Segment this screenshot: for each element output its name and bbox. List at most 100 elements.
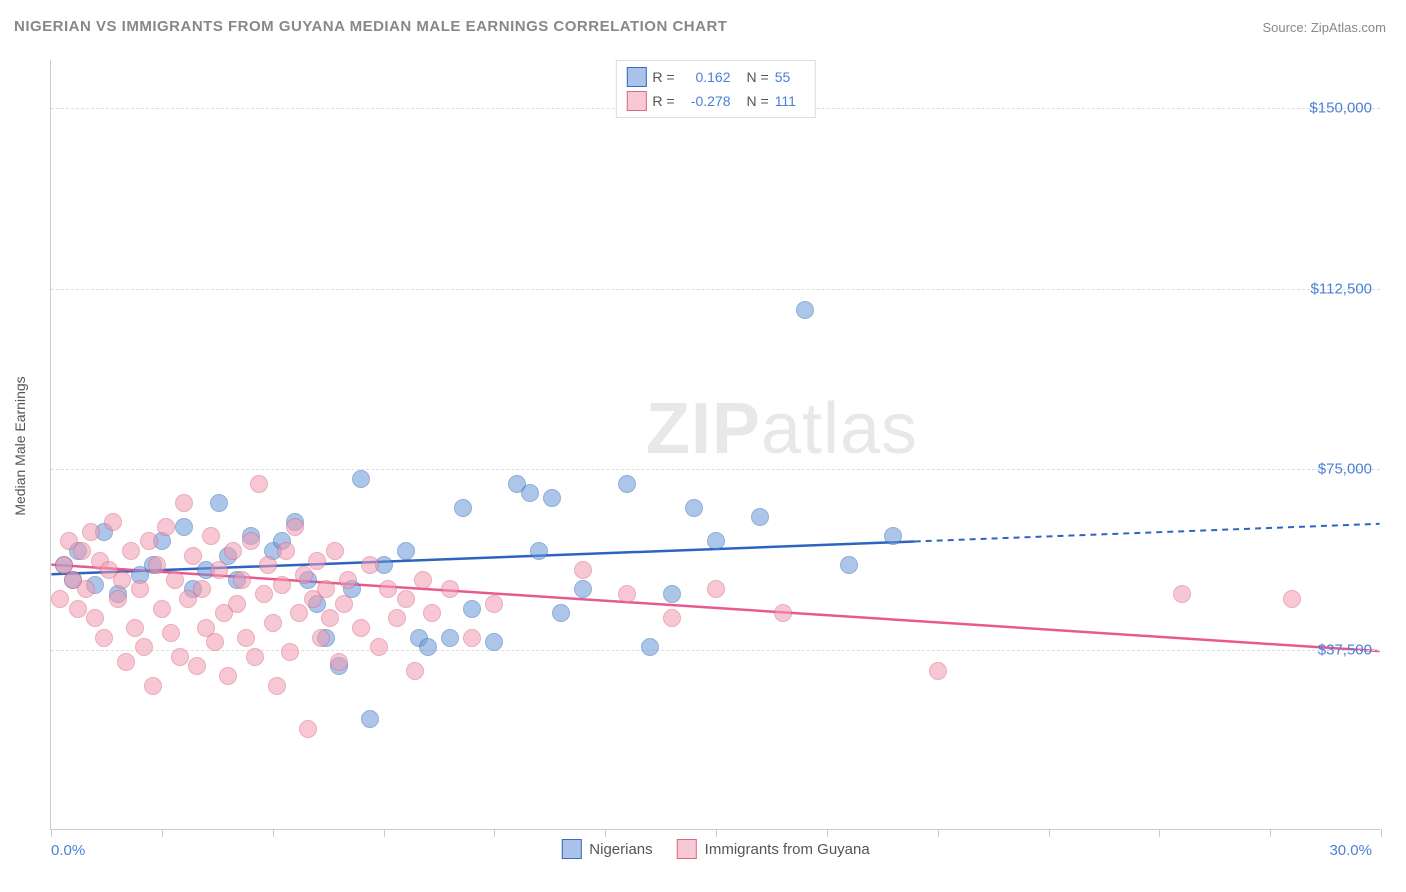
data-point[interactable] — [441, 629, 459, 647]
data-point[interactable] — [69, 600, 87, 618]
data-point[interactable] — [414, 571, 432, 589]
data-point[interactable] — [77, 580, 95, 598]
data-point[interactable] — [86, 609, 104, 627]
data-point[interactable] — [1173, 585, 1191, 603]
data-point[interactable] — [663, 585, 681, 603]
data-point[interactable] — [246, 648, 264, 666]
data-point[interactable] — [237, 629, 255, 647]
data-point[interactable] — [109, 590, 127, 608]
data-point[interactable] — [339, 571, 357, 589]
data-point[interactable] — [317, 580, 335, 598]
data-point[interactable] — [82, 523, 100, 541]
data-point[interactable] — [193, 580, 211, 598]
data-point[interactable] — [277, 542, 295, 560]
data-point[interactable] — [352, 470, 370, 488]
data-point[interactable] — [175, 518, 193, 536]
data-point[interactable] — [228, 595, 246, 613]
data-point[interactable] — [485, 633, 503, 651]
data-point[interactable] — [641, 638, 659, 656]
data-point[interactable] — [840, 556, 858, 574]
data-point[interactable] — [552, 604, 570, 622]
data-point[interactable] — [370, 638, 388, 656]
data-point[interactable] — [312, 629, 330, 647]
data-point[interactable] — [397, 542, 415, 560]
data-point[interactable] — [202, 527, 220, 545]
data-point[interactable] — [51, 590, 69, 608]
data-point[interactable] — [530, 542, 548, 560]
data-point[interactable] — [335, 595, 353, 613]
data-point[interactable] — [184, 547, 202, 565]
data-point[interactable] — [206, 633, 224, 651]
data-point[interactable] — [1283, 590, 1301, 608]
data-point[interactable] — [264, 614, 282, 632]
data-point[interactable] — [463, 600, 481, 618]
data-point[interactable] — [175, 494, 193, 512]
data-point[interactable] — [117, 653, 135, 671]
data-point[interactable] — [326, 542, 344, 560]
data-point[interactable] — [330, 653, 348, 671]
data-point[interactable] — [286, 518, 304, 536]
data-point[interactable] — [751, 508, 769, 526]
data-point[interactable] — [574, 561, 592, 579]
data-point[interactable] — [299, 720, 317, 738]
data-point[interactable] — [463, 629, 481, 647]
data-point[interactable] — [113, 571, 131, 589]
data-point[interactable] — [166, 571, 184, 589]
data-point[interactable] — [140, 532, 158, 550]
data-point[interactable] — [104, 513, 122, 531]
data-point[interactable] — [295, 566, 313, 584]
data-point[interactable] — [485, 595, 503, 613]
data-point[interactable] — [543, 489, 561, 507]
data-point[interactable] — [162, 624, 180, 642]
data-point[interactable] — [219, 667, 237, 685]
data-point[interactable] — [685, 499, 703, 517]
data-point[interactable] — [135, 638, 153, 656]
data-point[interactable] — [242, 532, 260, 550]
data-point[interactable] — [796, 301, 814, 319]
data-point[interactable] — [210, 494, 228, 512]
data-point[interactable] — [423, 604, 441, 622]
data-point[interactable] — [255, 585, 273, 603]
data-point[interactable] — [618, 475, 636, 493]
data-point[interactable] — [454, 499, 472, 517]
data-point[interactable] — [321, 609, 339, 627]
data-point[interactable] — [361, 710, 379, 728]
data-point[interactable] — [144, 677, 162, 695]
data-point[interactable] — [95, 629, 113, 647]
data-point[interactable] — [188, 657, 206, 675]
data-point[interactable] — [774, 604, 792, 622]
data-point[interactable] — [574, 580, 592, 598]
data-point[interactable] — [122, 542, 140, 560]
data-point[interactable] — [281, 643, 299, 661]
data-point[interactable] — [171, 648, 189, 666]
data-point[interactable] — [419, 638, 437, 656]
data-point[interactable] — [397, 590, 415, 608]
data-point[interactable] — [148, 556, 166, 574]
data-point[interactable] — [250, 475, 268, 493]
data-point[interactable] — [707, 580, 725, 598]
source-link[interactable]: ZipAtlas.com — [1311, 20, 1386, 35]
data-point[interactable] — [308, 552, 326, 570]
data-point[interactable] — [707, 532, 725, 550]
data-point[interactable] — [388, 609, 406, 627]
data-point[interactable] — [157, 518, 175, 536]
data-point[interactable] — [406, 662, 424, 680]
data-point[interactable] — [290, 604, 308, 622]
data-point[interactable] — [273, 576, 291, 594]
data-point[interactable] — [233, 571, 251, 589]
data-point[interactable] — [224, 542, 242, 560]
data-point[interactable] — [884, 527, 902, 545]
data-point[interactable] — [126, 619, 144, 637]
data-point[interactable] — [441, 580, 459, 598]
data-point[interactable] — [210, 561, 228, 579]
data-point[interactable] — [73, 542, 91, 560]
data-point[interactable] — [153, 600, 171, 618]
data-point[interactable] — [131, 580, 149, 598]
data-point[interactable] — [929, 662, 947, 680]
data-point[interactable] — [259, 556, 277, 574]
data-point[interactable] — [379, 580, 397, 598]
data-point[interactable] — [268, 677, 286, 695]
data-point[interactable] — [361, 556, 379, 574]
data-point[interactable] — [618, 585, 636, 603]
data-point[interactable] — [352, 619, 370, 637]
